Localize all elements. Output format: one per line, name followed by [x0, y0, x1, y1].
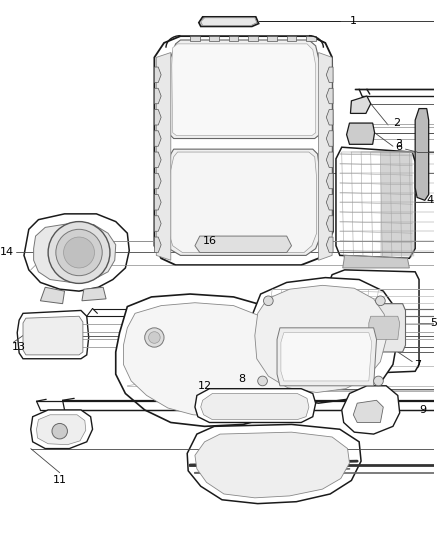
Polygon shape — [199, 17, 259, 27]
Text: 4: 4 — [427, 195, 434, 205]
Polygon shape — [166, 149, 321, 255]
Polygon shape — [195, 389, 316, 423]
Circle shape — [52, 423, 67, 439]
Polygon shape — [277, 328, 377, 386]
Polygon shape — [248, 278, 398, 403]
Text: 13: 13 — [11, 342, 25, 352]
Polygon shape — [24, 214, 129, 291]
Polygon shape — [154, 110, 161, 125]
Polygon shape — [343, 255, 410, 268]
Polygon shape — [154, 88, 161, 104]
Circle shape — [64, 237, 95, 268]
Polygon shape — [248, 36, 258, 41]
Polygon shape — [154, 67, 161, 83]
Text: 11: 11 — [53, 475, 67, 486]
Polygon shape — [350, 96, 371, 114]
Polygon shape — [156, 53, 171, 260]
Text: 2: 2 — [393, 118, 400, 128]
Text: 14: 14 — [0, 247, 14, 257]
Text: 8: 8 — [238, 374, 246, 384]
Circle shape — [148, 332, 160, 343]
Polygon shape — [154, 131, 161, 146]
Polygon shape — [318, 53, 332, 260]
Text: 7: 7 — [414, 360, 421, 369]
Polygon shape — [364, 304, 406, 352]
Polygon shape — [116, 294, 318, 426]
Polygon shape — [326, 237, 333, 253]
Polygon shape — [201, 18, 257, 26]
Polygon shape — [336, 147, 415, 259]
Polygon shape — [187, 424, 361, 504]
Text: 12: 12 — [198, 381, 212, 391]
Circle shape — [56, 229, 102, 276]
Polygon shape — [346, 123, 374, 144]
Circle shape — [48, 222, 110, 284]
Polygon shape — [326, 195, 333, 210]
Polygon shape — [169, 152, 317, 253]
Circle shape — [258, 376, 267, 386]
Polygon shape — [326, 88, 333, 104]
Polygon shape — [190, 36, 200, 41]
Polygon shape — [154, 36, 333, 265]
Polygon shape — [326, 173, 333, 189]
Polygon shape — [326, 110, 333, 125]
Polygon shape — [124, 303, 301, 417]
Polygon shape — [287, 36, 297, 41]
Polygon shape — [326, 152, 333, 167]
Polygon shape — [267, 36, 277, 41]
Polygon shape — [229, 36, 238, 41]
Circle shape — [145, 328, 164, 347]
Text: 1: 1 — [350, 15, 357, 26]
Polygon shape — [328, 270, 419, 374]
Polygon shape — [154, 195, 161, 210]
Circle shape — [375, 296, 385, 305]
Text: 6: 6 — [396, 142, 403, 152]
Text: 5: 5 — [431, 318, 438, 328]
Polygon shape — [369, 316, 400, 340]
Polygon shape — [23, 316, 83, 355]
Polygon shape — [154, 237, 161, 253]
Polygon shape — [353, 400, 383, 423]
Polygon shape — [209, 36, 219, 41]
Polygon shape — [201, 393, 309, 419]
Polygon shape — [255, 285, 386, 392]
Circle shape — [264, 296, 273, 305]
Polygon shape — [281, 333, 372, 381]
Polygon shape — [40, 287, 64, 304]
Polygon shape — [17, 310, 88, 359]
Polygon shape — [195, 236, 292, 253]
Text: 3: 3 — [395, 139, 402, 149]
Text: 9: 9 — [419, 405, 426, 415]
Polygon shape — [380, 152, 414, 256]
Polygon shape — [169, 40, 320, 139]
Polygon shape — [154, 173, 161, 189]
Polygon shape — [172, 44, 316, 135]
Polygon shape — [306, 36, 316, 41]
Circle shape — [374, 376, 383, 386]
Polygon shape — [34, 223, 116, 282]
Polygon shape — [36, 415, 86, 445]
Polygon shape — [415, 109, 429, 200]
Polygon shape — [326, 216, 333, 231]
Polygon shape — [154, 216, 161, 231]
Polygon shape — [342, 386, 400, 434]
Polygon shape — [154, 152, 161, 167]
Polygon shape — [326, 67, 333, 83]
Polygon shape — [195, 432, 350, 498]
Polygon shape — [82, 287, 106, 301]
Polygon shape — [326, 131, 333, 146]
Text: 16: 16 — [202, 236, 216, 246]
Polygon shape — [31, 410, 92, 449]
